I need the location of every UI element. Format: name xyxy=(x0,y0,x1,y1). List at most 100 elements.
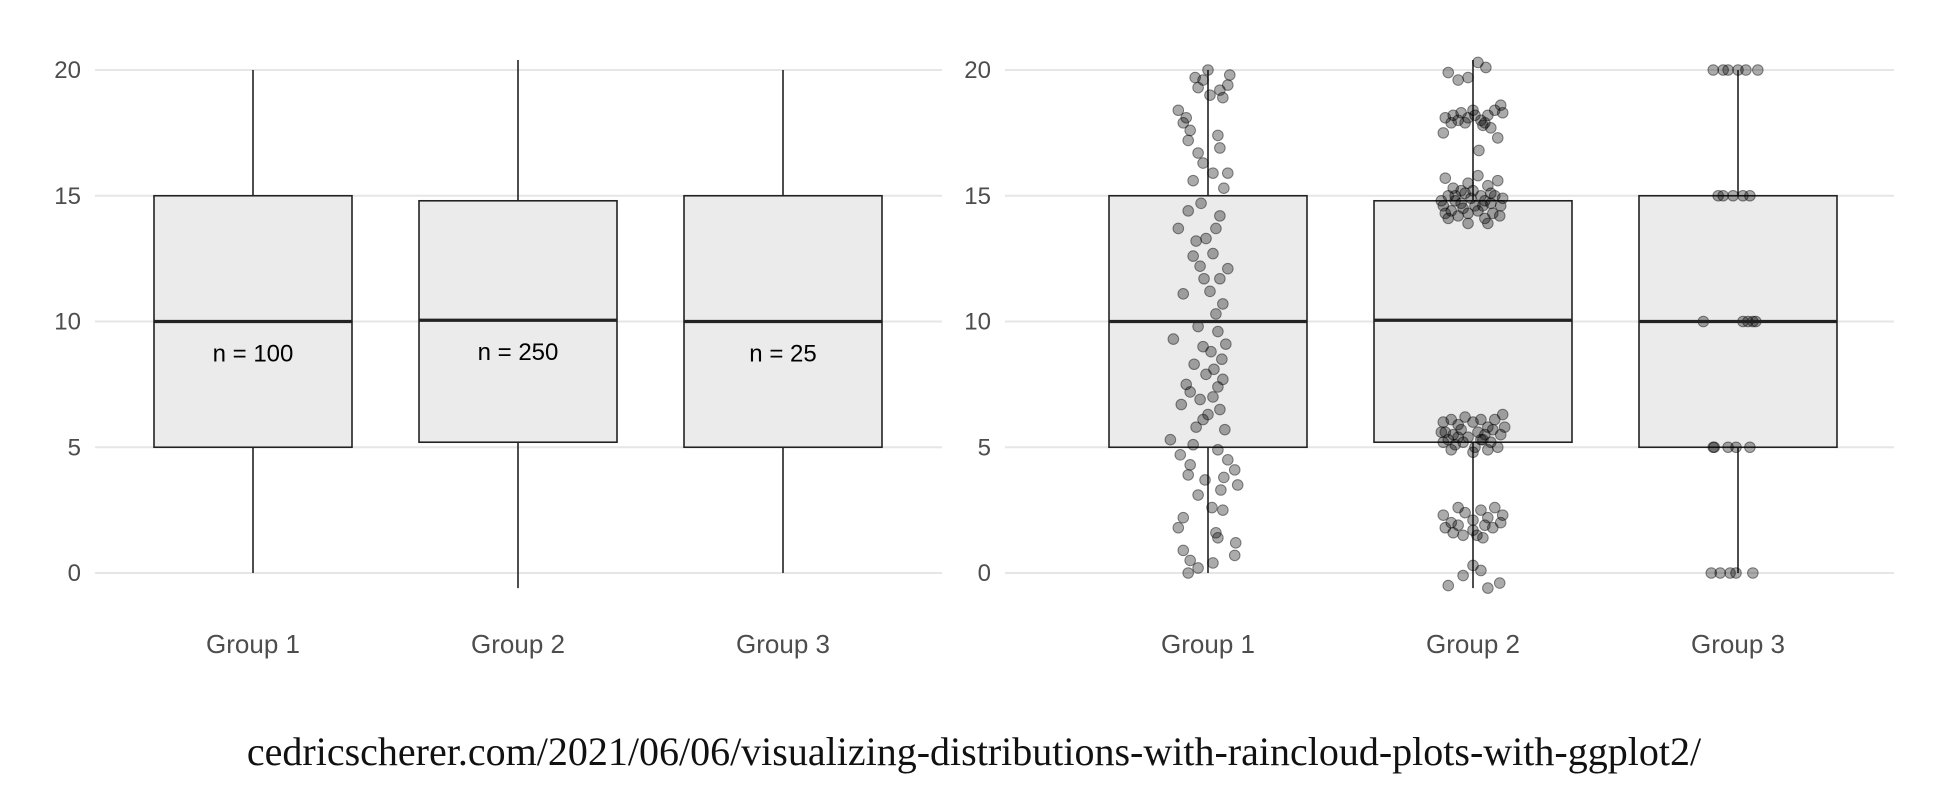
point-group-2 xyxy=(1467,559,1479,572)
point-group-2 xyxy=(1496,192,1509,205)
point-group-1 xyxy=(1194,393,1206,406)
point-group-2 xyxy=(1485,122,1497,134)
point-group-1 xyxy=(1204,285,1216,298)
point-group-3 xyxy=(1730,567,1742,579)
point-group-2 xyxy=(1462,431,1474,443)
y-tick-label-15: 15 xyxy=(964,183,991,210)
point-group-2 xyxy=(1462,207,1474,220)
point-group-2 xyxy=(1494,516,1507,529)
point-group-2 xyxy=(1445,413,1458,426)
point-group-1 xyxy=(1187,438,1199,451)
point-group-1 xyxy=(1202,408,1214,421)
x-tick-label-group-2: Group 2 xyxy=(471,629,565,659)
point-group-2 xyxy=(1459,117,1471,129)
point-group-2 xyxy=(1452,431,1464,443)
y-tick-label-10: 10 xyxy=(964,309,991,336)
point-group-2 xyxy=(1452,501,1464,514)
point-group-2 xyxy=(1437,200,1450,212)
point-group-3 xyxy=(1744,441,1756,454)
point-group-1 xyxy=(1219,423,1231,436)
point-group-1 xyxy=(1197,413,1209,426)
point-group-2 xyxy=(1445,443,1458,456)
n-label-group-2: n = 250 xyxy=(478,339,559,366)
point-group-3 xyxy=(1744,189,1756,202)
point-group-1 xyxy=(1167,333,1180,345)
point-group-1 xyxy=(1212,381,1224,393)
point-group-2 xyxy=(1452,74,1464,86)
point-group-1 xyxy=(1223,69,1236,81)
point-group-2 xyxy=(1475,413,1487,426)
point-group-1 xyxy=(1200,368,1212,381)
point-group-2 xyxy=(1439,207,1452,220)
point-group-2 xyxy=(1467,184,1479,197)
point-group-2 xyxy=(1455,197,1467,210)
point-group-3 xyxy=(1705,567,1718,579)
point-group-1 xyxy=(1177,544,1190,557)
point-group-2 xyxy=(1475,433,1487,446)
point-group-1 xyxy=(1222,167,1234,179)
point-group-1 xyxy=(1174,448,1187,461)
point-group-2 xyxy=(1447,182,1459,195)
point-group-1 xyxy=(1190,235,1202,247)
point-group-2 xyxy=(1447,428,1459,441)
point-group-3 xyxy=(1707,64,1720,76)
point-group-1 xyxy=(1222,454,1234,466)
point-group-2 xyxy=(1482,443,1494,456)
point-group-2 xyxy=(1467,104,1479,117)
point-group-2 xyxy=(1498,421,1511,433)
point-group-3 xyxy=(1730,441,1742,454)
point-group-1 xyxy=(1217,298,1229,310)
point-group-2 xyxy=(1494,428,1507,441)
point-group-3 xyxy=(1722,64,1734,76)
point-group-2 xyxy=(1496,106,1509,119)
point-group-1 xyxy=(1192,562,1204,574)
point-group-3 xyxy=(1708,441,1721,454)
point-group-1 xyxy=(1212,443,1224,456)
point-group-2 xyxy=(1457,202,1469,215)
point-group-2 xyxy=(1452,210,1464,222)
point-group-2 xyxy=(1439,426,1452,438)
point-group-2 xyxy=(1462,177,1474,189)
point-group-1 xyxy=(1218,182,1230,195)
point-group-1 xyxy=(1177,117,1190,129)
x-tick-label-group-3: Group 3 xyxy=(736,629,830,659)
point-group-2 xyxy=(1494,99,1507,112)
point-group-1 xyxy=(1184,386,1196,398)
point-group-1 xyxy=(1202,64,1214,76)
point-group-2 xyxy=(1482,109,1494,122)
point-group-2 xyxy=(1479,519,1491,532)
n-label-group-3: n = 25 xyxy=(749,341,816,368)
point-group-3 xyxy=(1707,441,1720,454)
point-group-2 xyxy=(1472,56,1484,69)
point-group-2 xyxy=(1469,441,1481,454)
point-group-2 xyxy=(1452,114,1464,127)
point-group-1 xyxy=(1228,549,1241,562)
point-group-1 xyxy=(1214,210,1226,222)
point-group-2 xyxy=(1485,436,1497,449)
point-group-2 xyxy=(1449,189,1461,202)
point-group-2 xyxy=(1473,144,1485,157)
point-group-2 xyxy=(1442,189,1455,202)
point-group-2 xyxy=(1477,531,1489,544)
point-group-2 xyxy=(1457,569,1469,582)
point-group-1 xyxy=(1222,79,1234,91)
point-group-2 xyxy=(1475,189,1487,202)
point-group-1 xyxy=(1217,504,1229,516)
point-group-2 xyxy=(1459,411,1471,423)
x-tick-label-group-3: Group 3 xyxy=(1691,629,1785,659)
y-tick-label-0: 0 xyxy=(978,560,991,587)
point-group-1 xyxy=(1180,378,1193,391)
point-group-2 xyxy=(1467,514,1479,526)
point-group-1 xyxy=(1198,272,1210,285)
point-group-2 xyxy=(1445,205,1458,217)
point-group-1 xyxy=(1214,142,1226,154)
y-tick-label-5: 5 xyxy=(978,434,991,461)
point-group-2 xyxy=(1488,189,1501,202)
point-group-2 xyxy=(1465,192,1477,205)
point-group-2 xyxy=(1462,71,1474,84)
point-group-2 xyxy=(1482,217,1494,230)
point-group-2 xyxy=(1442,212,1455,225)
point-group-2 xyxy=(1439,111,1452,124)
point-group-1 xyxy=(1217,91,1229,104)
